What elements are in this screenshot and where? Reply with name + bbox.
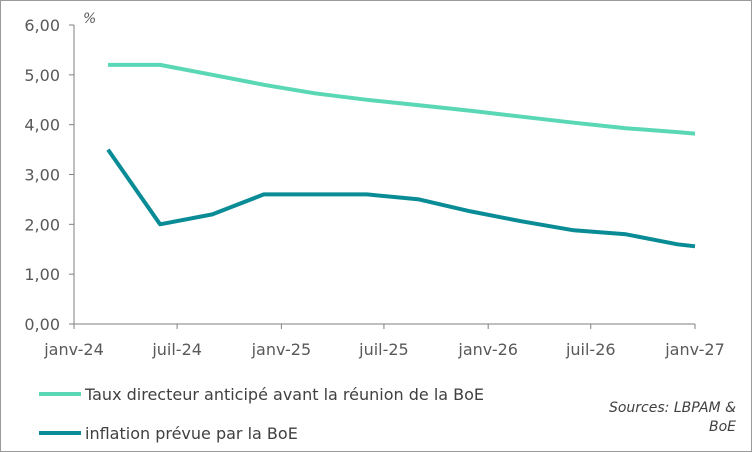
source-line-1: Sources: LBPAM &: [609, 400, 736, 416]
y-tick-label: 3,00: [24, 166, 60, 185]
legend: Taux directeur anticipé avant la réunion…: [39, 385, 484, 443]
source-note: Sources: LBPAM & BoE: [609, 400, 736, 435]
axes: [73, 25, 695, 325]
x-tick-label: juil-25: [358, 340, 409, 359]
y-tick-label: 2,00: [24, 215, 60, 234]
y-tick-label: 1,00: [24, 265, 60, 284]
y-tick-label: 0,00: [24, 315, 60, 334]
source-line-2: BoE: [709, 419, 736, 435]
series-line-0: [108, 62, 696, 136]
legend-label-inflation: inflation prévue par la BoE: [85, 424, 298, 443]
plot-lines: [106, 62, 696, 249]
y-tick-label: 5,00: [24, 66, 60, 85]
x-axis-ticks: janv-24 juil-24 janv-25 juil-25 janv-26 juil-…: [43, 324, 725, 359]
legend-item-inflation: inflation prévue par la BoE: [39, 424, 298, 443]
x-tick-label: juil-26: [565, 340, 616, 359]
legend-item-taux: Taux directeur anticipé avant la réunion…: [39, 385, 484, 404]
y-tick-label: 6,00: [24, 16, 60, 35]
x-tick-label: janv-26: [457, 340, 518, 359]
y-axis-ticks: 0,00 1,00 2,00 3,00 4,00 5,00 6,00: [24, 16, 74, 334]
y-unit-label: %: [83, 11, 96, 27]
legend-label-taux: Taux directeur anticipé avant la réunion…: [84, 385, 484, 404]
y-tick-label: 4,00: [24, 116, 60, 135]
x-tick-label: janv-25: [251, 340, 312, 359]
x-tick-label: janv-24: [43, 340, 104, 359]
x-tick-label: janv-27: [664, 340, 725, 359]
x-tick-label: juil-24: [151, 340, 202, 359]
series-line-1: [106, 148, 696, 249]
